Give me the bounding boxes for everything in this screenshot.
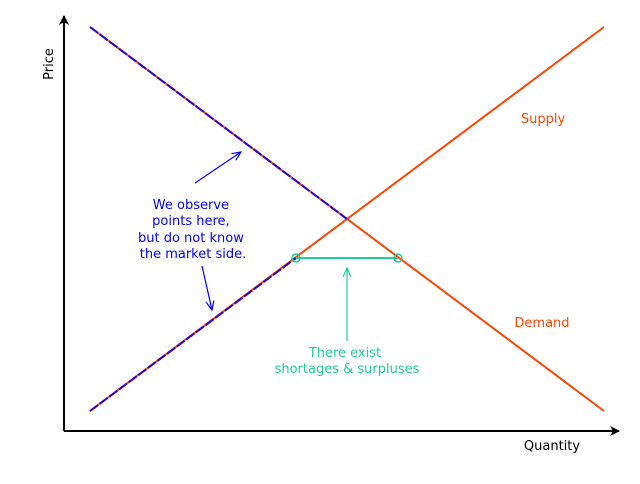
observed-supply-segment xyxy=(89,257,297,412)
observe-arrow-up xyxy=(194,152,241,184)
x-axis-label: Quantity xyxy=(524,439,580,454)
gap-annotation: There exist shortages & surpluses xyxy=(275,346,420,377)
demand-label: Demand xyxy=(514,316,569,331)
observed-demand-segment xyxy=(89,26,348,220)
gap-end-marker xyxy=(393,253,403,263)
observe-arrow-down xyxy=(201,265,212,310)
demand-curve xyxy=(89,26,605,412)
supply-label: Supply xyxy=(521,112,566,127)
y-axis-label: Price xyxy=(42,48,57,80)
gap-start-marker xyxy=(291,253,301,263)
observe-annotation: We observe points here, but do not know … xyxy=(138,198,248,262)
